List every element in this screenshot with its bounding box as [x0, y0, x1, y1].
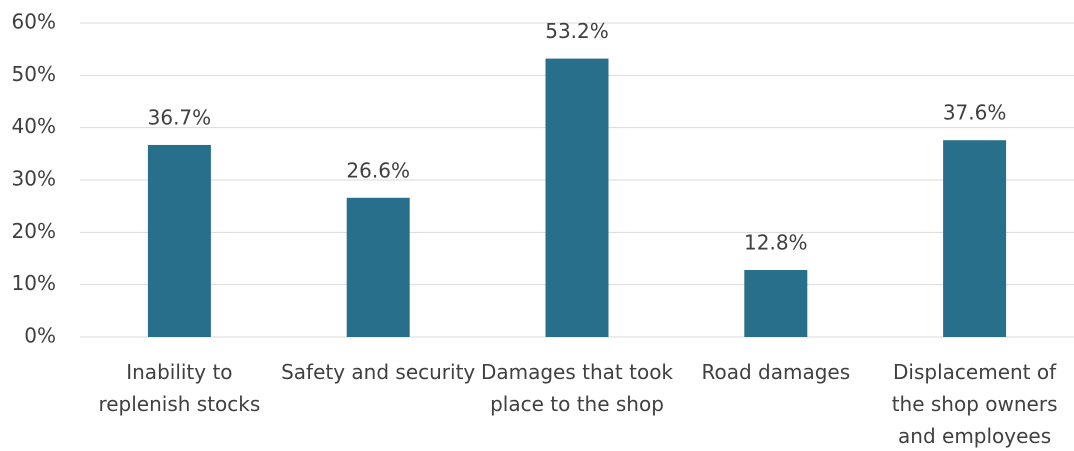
y-tick-label: 20%	[12, 219, 56, 243]
y-tick-label: 50%	[12, 62, 56, 86]
y-tick-label: 0%	[24, 324, 56, 348]
bar	[744, 270, 808, 337]
bar	[147, 144, 211, 337]
y-tick-label: 10%	[12, 271, 56, 295]
data-label: 53.2%	[545, 19, 609, 43]
x-tick-label: Inability to replenish stocks	[98, 360, 261, 416]
x-tick-label: Safety and security	[281, 360, 476, 384]
x-tick-label: Damages that took place to the shop	[480, 360, 674, 416]
data-label: 36.7%	[148, 105, 212, 129]
data-label: 26.6%	[346, 158, 410, 182]
bar	[346, 197, 410, 337]
data-label: 12.8%	[744, 231, 808, 255]
data-label: 37.6%	[943, 101, 1007, 125]
bar	[545, 58, 609, 337]
bar	[943, 140, 1007, 337]
y-tick-label: 30%	[12, 167, 56, 191]
x-tick-label: Road damages	[701, 360, 851, 384]
x-tick-label: Displacement of the shop owners and empl…	[891, 360, 1058, 448]
y-tick-label: 40%	[12, 114, 56, 138]
y-tick-label: 60%	[12, 10, 56, 34]
